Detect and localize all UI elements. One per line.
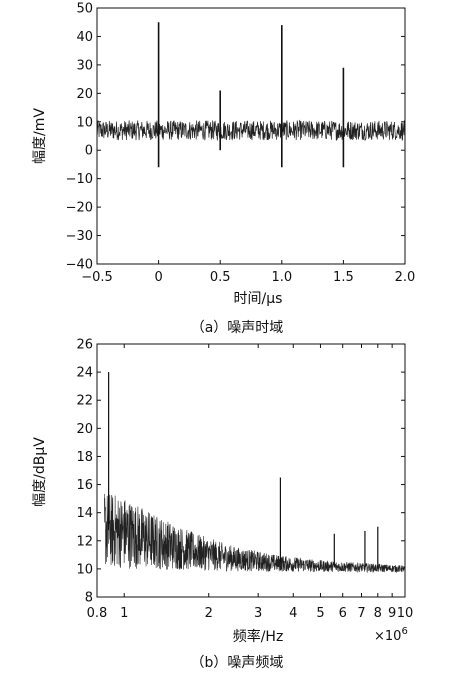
freq-y-tick-label: 10	[76, 562, 93, 577]
freq-x-tick-label: 3	[254, 606, 262, 621]
time-y-tick-label: 50	[76, 2, 93, 17]
time-x-tick-label: 1.0	[271, 270, 292, 285]
time-x-axis: −0.5 0 0.5 1.0 1.5 2.0	[81, 260, 415, 285]
time-caption: （a）噪声时域	[191, 320, 284, 336]
freq-x-tick-label: 9	[388, 606, 396, 621]
freq-x-tick-label: 7	[357, 606, 365, 621]
time-x-tick-label: 0.5	[210, 270, 231, 285]
time-y-tick-label: 10	[76, 115, 93, 130]
time-y-axis-label: 幅度/mV	[32, 108, 48, 164]
time-x-tick-label: 2.0	[395, 270, 416, 285]
freq-x-axis: 0.8 1 2 3 4 5 6 7 8 9 10	[87, 344, 414, 621]
freq-y-tick-label: 16	[76, 478, 93, 493]
freq-y-tick-label: 22	[76, 394, 93, 409]
time-y-tick-label: 0	[85, 144, 93, 159]
time-plot-frame	[96, 7, 406, 265]
freq-x-multiplier: ×106	[374, 626, 408, 644]
freq-y-axis: 8 10 12 14 16 18 20 22 24 26	[76, 338, 405, 606]
freq-x-tick-label: 0.8	[87, 606, 108, 621]
freq-y-tick-label: 18	[76, 450, 93, 465]
freq-x-tick-label: 6	[339, 606, 347, 621]
time-x-tick-label: 1.5	[333, 270, 354, 285]
time-y-tick-label: −20	[66, 201, 93, 216]
freq-y-tick-label: 26	[76, 338, 93, 353]
time-spike-series	[157, 22, 345, 168]
freq-y-tick-label: 24	[76, 366, 93, 381]
time-y-axis: −40 −30 −20 −10 0 10 20 30 40 50	[66, 2, 405, 273]
freq-spike-series	[108, 372, 379, 569]
freq-x-tick-label: 4	[289, 606, 297, 621]
freq-y-tick-label: 20	[76, 422, 93, 437]
freq-y-tick-label: 12	[76, 534, 93, 549]
time-y-tick-label: 30	[76, 58, 93, 73]
time-domain-chart: −0.5 0 0.5 1.0 1.5 2.0 −40 −30 −20 −10 0 10 20 30 40 5…	[32, 2, 415, 337]
time-x-tick-label: −0.5	[81, 270, 113, 285]
time-x-tick-label: 0	[154, 270, 162, 285]
time-y-tick-label: −10	[66, 172, 93, 187]
freq-noise-line	[104, 493, 406, 574]
time-noise-series	[96, 119, 406, 142]
freq-x-axis-label: 频率/Hz	[233, 628, 284, 645]
freq-x-multiplier-base: ×10	[374, 629, 401, 644]
freq-caption: （b）噪声频域	[191, 655, 284, 671]
freq-x-tick-label: 5	[316, 606, 324, 621]
freq-x-tick-label: 8	[374, 606, 382, 621]
freq-x-tick-label: 1	[120, 606, 128, 621]
freq-x-tick-label: 10	[397, 606, 414, 621]
time-noise-line	[96, 119, 406, 142]
freq-y-tick-label: 14	[76, 506, 93, 521]
time-y-tick-label: −40	[66, 258, 93, 273]
time-y-tick-label: 40	[76, 30, 93, 45]
freq-y-axis-label: 幅度/dBμV	[32, 437, 48, 507]
freq-noise-series	[104, 493, 406, 574]
time-y-tick-label: −30	[66, 229, 93, 244]
freq-x-multiplier-exponent: 6	[401, 626, 407, 637]
freq-y-tick-label: 8	[85, 591, 93, 606]
time-y-tick-label: 20	[76, 87, 93, 102]
freq-plot-frame	[96, 343, 406, 598]
time-x-axis-label: 时间/μs	[234, 291, 283, 307]
freq-x-tick-label: 2	[205, 606, 213, 621]
